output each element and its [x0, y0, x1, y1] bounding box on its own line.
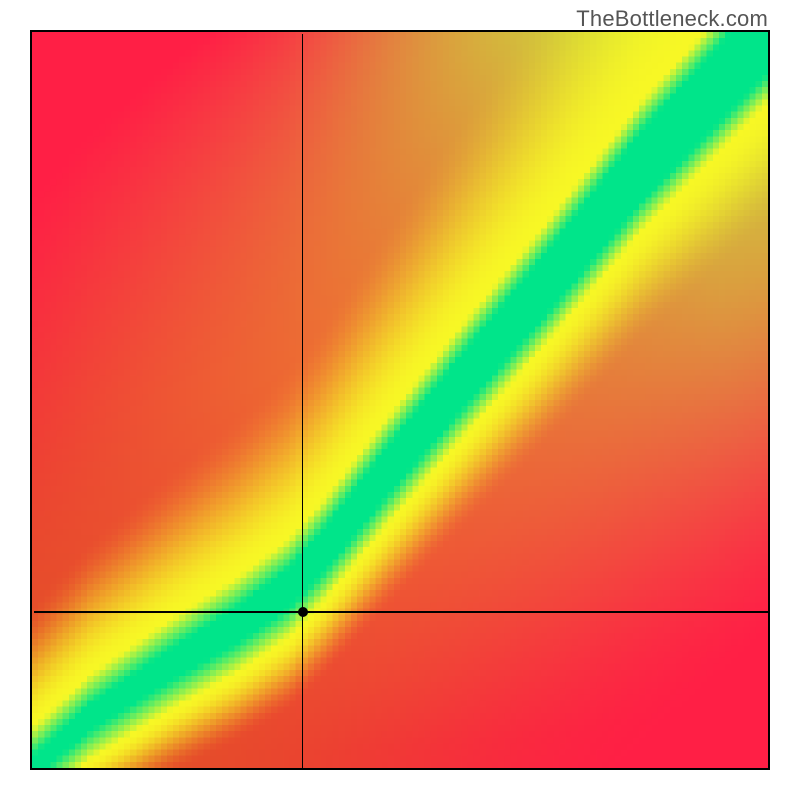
crosshair-horizontal	[34, 611, 770, 613]
watermark-text: TheBottleneck.com	[576, 6, 768, 32]
root: TheBottleneck.com	[0, 0, 800, 800]
heatmap-canvas	[32, 32, 768, 768]
marker-point	[298, 607, 308, 617]
crosshair-vertical	[302, 34, 304, 770]
heatmap-plot	[30, 30, 770, 770]
